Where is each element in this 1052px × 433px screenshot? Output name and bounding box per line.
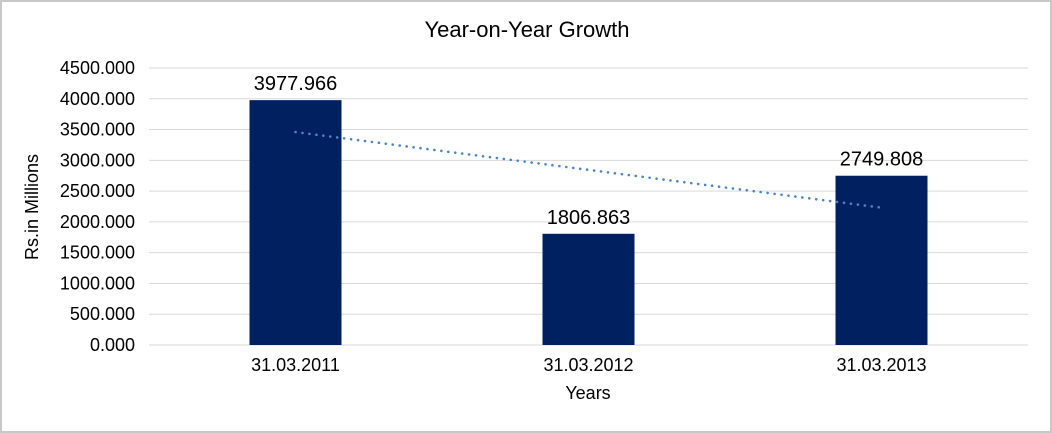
y-tick-label: 4000.000 xyxy=(60,89,135,109)
x-tick-label: 31.03.2011 xyxy=(251,355,340,375)
y-tick-label: 4500.000 xyxy=(60,58,135,78)
bar-31.03.2013 xyxy=(835,175,928,345)
y-tick-label: 1500.000 xyxy=(60,243,135,263)
y-tick-label: 500.000 xyxy=(70,304,135,324)
y-tick-label: 2500.000 xyxy=(60,181,135,201)
y-tick-label: 3000.000 xyxy=(60,150,135,170)
chart-title: Year-on-Year Growth xyxy=(424,17,629,42)
x-axis-title: Years xyxy=(565,383,610,403)
y-tick-label: 1000.000 xyxy=(60,273,135,293)
trendline xyxy=(294,130,883,209)
y-tick-label: 0.000 xyxy=(90,335,135,355)
data-label: 1806.863 xyxy=(547,207,630,229)
data-label: 2749.808 xyxy=(840,149,923,171)
y-tick-label: 3500.000 xyxy=(60,120,135,140)
x-tick-label: 31.03.2013 xyxy=(836,355,926,375)
bar-31.03.2011 xyxy=(249,100,342,345)
y-tick-label: 2000.000 xyxy=(60,212,135,232)
data-label: 3977.966 xyxy=(254,73,337,95)
y-axis-title: Rs.in Millions xyxy=(22,154,42,260)
x-tick-label: 31.03.2012 xyxy=(543,355,633,375)
bar-31.03.2012 xyxy=(542,233,635,345)
